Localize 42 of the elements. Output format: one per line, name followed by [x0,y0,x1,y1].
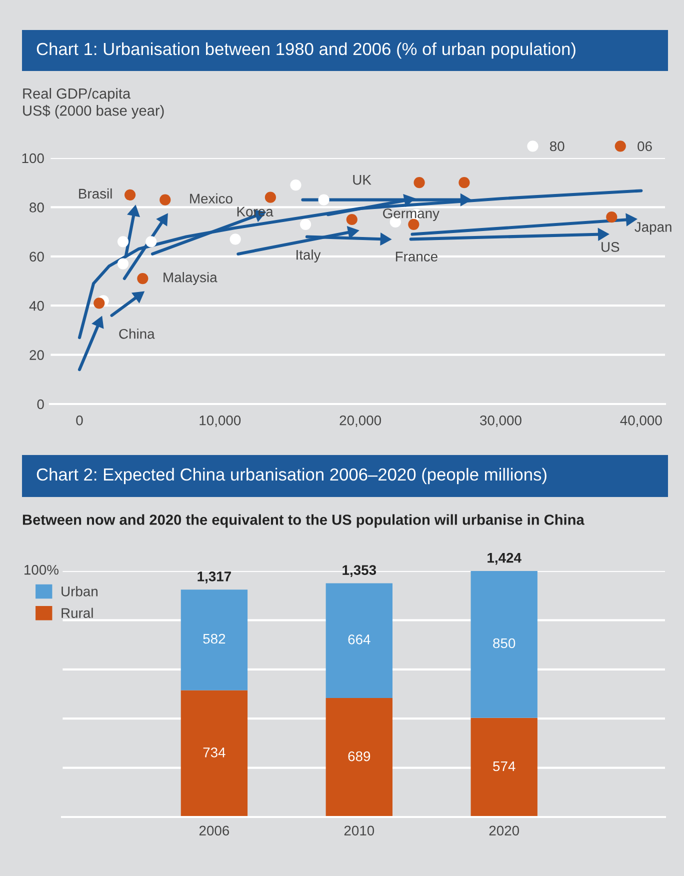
y-tick-label: 40 [29,300,44,311]
annotation: US [602,242,620,252]
y-tick-label: 0 [37,399,44,410]
x-tick-label: 10,000 [200,415,241,427]
chart-title: Chart 1: Urbanisation between 1980 and 2006 (% of urban population) [36,42,576,59]
annotation: Mexico [190,193,232,204]
chart-subtitle: Between now and 2020 the equivalent to the US population will urbanise in China [22,514,584,528]
chart-title: Chart 2: Expected China urbanisation 2006–2020 (people millions) [36,468,546,484]
y-axis-title: Real GDP/capita US$ (2000 base year) [23,88,164,119]
annotation: Malaysia [164,272,218,286]
data-label: 664 [348,634,370,644]
y-tick-label: 80 [30,202,44,212]
y-tick-label: 20 [30,350,44,360]
annotation: China [119,328,155,339]
y-tick-label: 60 [30,252,44,262]
total-label: 1,317 [198,572,231,584]
annotation: Germany [383,208,440,222]
annotation: France [396,252,438,262]
legend-label: Urban [62,586,98,596]
legend-label: 06 [638,141,652,152]
data-label: 734 [203,747,226,758]
y-tick-label: 100 [22,153,44,164]
x-tick-label: 2006 [199,826,230,836]
x-tick-label: 20,000 [340,415,382,427]
x-tick-label: 2010 [344,826,374,836]
x-tick-label: 0 [76,415,83,426]
legend-label: Rural [62,608,93,618]
legend-label: 80 [550,141,564,152]
total-label: 1,353 [342,565,376,577]
x-tick-label: 2020 [489,826,520,836]
annotation: Japan [634,222,672,235]
text: 100% [24,564,58,575]
x-tick-label: 40,000 [620,415,662,427]
data-label: 574 [493,761,516,772]
annotation: Brasil [79,188,112,199]
data-label: 850 [493,638,516,648]
data-label: 582 [203,634,226,644]
x-tick-label: 30,000 [480,415,522,427]
total-label: 1,424 [488,552,522,565]
annotation: Italy [296,250,321,262]
annotation: UK [353,175,372,185]
data-label: 689 [348,751,370,762]
